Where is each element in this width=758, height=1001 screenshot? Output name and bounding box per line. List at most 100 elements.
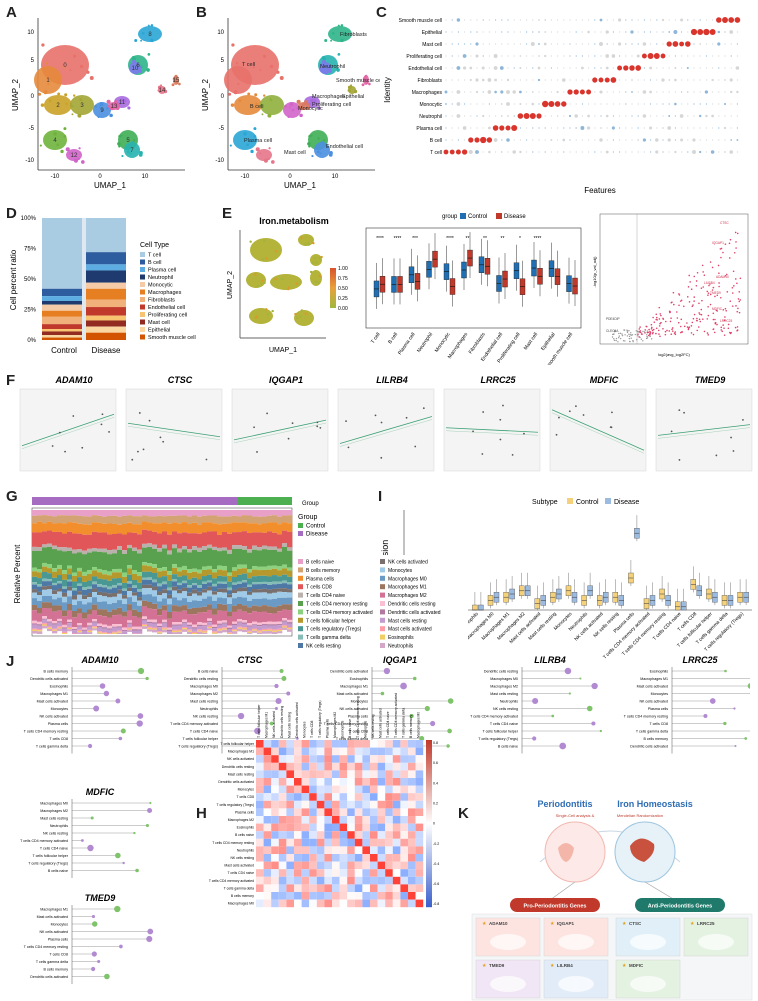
g-stack-segment [202,549,208,567]
cluster-number-label: 0 [63,63,67,69]
f-point [131,458,134,461]
dotplot-dot [538,19,540,21]
j-row-label: T cells follicular helper [483,730,519,734]
g-stack-segment [167,554,173,572]
g-stack-segment [152,629,158,633]
g-stack-segment [287,622,293,624]
g-stack-segment [172,630,178,633]
iron-umap-point [299,315,302,318]
h-cell [347,770,355,778]
h-cell [354,800,363,809]
g-stack-segment [232,532,238,546]
panel-letter-h: H [196,805,207,822]
g-legend-title: Group [298,514,318,521]
umap-point [131,56,136,61]
g-stack-segment [202,612,208,623]
h-cell [316,816,325,824]
f-point [108,431,110,433]
g-stack-segment [162,593,168,599]
iron-sig-mark: **** [534,236,542,242]
h-cell [301,770,310,778]
g-stack-segment [247,552,253,570]
j-row-label: Macrophages M1 [40,692,68,696]
h-cell [256,770,264,778]
g-stack-segment [127,591,133,598]
j-row-label: Macrophages M1 [640,677,668,681]
g-stack-segment [222,583,228,589]
g-stack-segment [112,510,118,516]
h-cell [354,816,363,824]
volcano-point-ns [617,336,620,339]
h-cell [377,846,386,854]
f-regression-line [339,416,433,444]
h-cell [400,823,408,832]
h-cell [301,785,310,794]
g-legend-swatch [298,584,303,590]
g-stack-segment [117,589,123,594]
g-stack-segment [277,516,283,525]
g-stack-segment [87,573,93,581]
g-stack-segment [52,623,58,625]
h-cell [385,846,393,854]
dotplot-dot [594,103,596,105]
g-stack-segment [247,586,253,592]
dotplot-dot [656,19,658,21]
g-stack-segment [287,547,293,551]
umap-point [304,103,307,106]
volcano-point [735,241,737,243]
g-stack-segment [102,570,108,575]
dotplot-dot [643,79,645,81]
dotplot-dot [718,67,720,69]
g-stack-segment [172,567,178,575]
g-stack-segment [242,515,248,523]
g-stack-segment [152,622,158,624]
g-stack-segment [217,620,223,624]
g-stack-segment [257,566,263,571]
g-stack-segment [242,623,248,628]
dotplot-dot [698,114,702,118]
g-stack-segment [107,575,113,581]
h-cell [415,762,424,771]
h-cell [286,808,294,816]
stack-legend-swatch [140,297,145,302]
dotplot-dot [631,151,633,153]
umap-point [71,105,74,108]
dotplot-dot [457,79,459,81]
g-stack-segment [137,617,143,627]
g-stack-segment [112,584,118,588]
volcano-point [670,333,673,335]
g-stack-segment [277,628,283,631]
g-stack-segment [187,516,193,525]
g-stack-segment [107,534,113,551]
g-legend-swatch [298,559,303,564]
g-stack-segment [177,567,183,572]
j-dot [237,712,245,720]
dotplot-dot [612,67,614,69]
g-legend-label: Macrophages M2 [388,593,427,599]
dotplot-dot [619,115,621,117]
dotplot-dot [681,127,683,129]
h-cell [408,846,416,854]
h-cell [339,854,348,862]
volcano-point [706,318,709,320]
h-cell [392,808,401,816]
f-regression-line [551,409,645,451]
g-stack-segment [92,604,98,611]
f-point [287,437,290,440]
g-stack-segment [127,583,133,588]
umap-point [89,76,94,80]
dotplot-dot [656,127,658,129]
umap-point [60,149,64,154]
cluster-number-label: 11 [119,100,126,106]
h-cell [400,892,408,900]
dotplot-dot [619,55,621,57]
g-stack-segment [67,610,73,620]
g-stack-segment [127,532,133,545]
g-stack-segment [62,515,68,524]
h-cell [324,747,332,756]
h-cell [301,884,310,892]
j-dot [91,921,98,927]
g-stack-segment [152,619,158,623]
umap-point [99,102,104,107]
h-cell [370,778,378,786]
